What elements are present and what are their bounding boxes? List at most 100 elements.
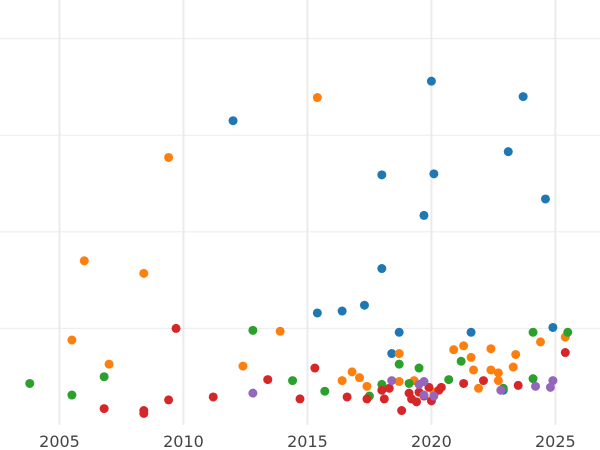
data-point xyxy=(469,365,479,375)
data-point xyxy=(511,349,521,359)
data-point xyxy=(320,386,330,396)
data-point xyxy=(288,376,298,386)
data-point xyxy=(25,378,35,388)
data-point xyxy=(355,373,365,383)
data-point xyxy=(208,392,218,402)
data-point xyxy=(486,365,496,375)
grid-layer xyxy=(0,0,600,425)
data-point xyxy=(545,382,555,392)
data-point xyxy=(397,406,407,416)
data-point xyxy=(164,152,174,162)
data-point xyxy=(474,383,484,393)
data-point xyxy=(362,394,372,404)
data-point xyxy=(394,327,404,337)
data-point xyxy=(248,325,258,335)
data-point xyxy=(414,363,424,373)
data-point xyxy=(540,194,550,204)
data-point xyxy=(394,359,404,369)
series-1 xyxy=(67,93,570,397)
data-point xyxy=(164,395,174,405)
data-point xyxy=(419,390,429,400)
x-tick-label: 2010 xyxy=(163,432,204,450)
data-point xyxy=(248,388,258,398)
data-point xyxy=(394,377,404,387)
data-point xyxy=(238,361,248,371)
data-point xyxy=(312,308,322,318)
data-point xyxy=(513,380,523,390)
data-point xyxy=(419,210,429,220)
x-tick-label: 2005 xyxy=(39,432,80,450)
data-point xyxy=(377,385,387,395)
x-tick-label: 2020 xyxy=(411,432,452,450)
data-point xyxy=(560,348,570,358)
data-point xyxy=(412,397,422,407)
points-layer xyxy=(25,76,573,418)
data-point xyxy=(486,344,496,354)
series-4 xyxy=(248,376,558,401)
data-point xyxy=(535,337,545,347)
data-point xyxy=(531,381,541,391)
data-point xyxy=(263,375,273,385)
data-point xyxy=(342,392,352,402)
data-point xyxy=(347,367,357,377)
data-point xyxy=(171,323,181,333)
data-point xyxy=(104,359,114,369)
x-tick-labels: 2005 2010 2015 2020 2025 xyxy=(39,432,576,450)
data-point xyxy=(493,368,503,378)
data-point xyxy=(563,327,573,337)
data-point xyxy=(456,356,466,366)
data-point xyxy=(228,116,238,126)
data-point xyxy=(496,385,506,395)
data-point xyxy=(528,374,538,384)
data-point xyxy=(337,306,347,316)
data-point xyxy=(79,256,89,266)
data-point xyxy=(362,381,372,391)
x-tick-label: 2025 xyxy=(535,432,576,450)
data-point xyxy=(275,326,285,336)
data-point xyxy=(387,376,397,386)
data-point xyxy=(518,92,528,102)
data-point xyxy=(67,335,77,345)
data-point xyxy=(459,341,469,351)
series-2 xyxy=(25,325,573,401)
data-point xyxy=(139,408,149,418)
data-point xyxy=(493,376,503,386)
series-3 xyxy=(99,323,570,418)
data-point xyxy=(404,378,414,388)
data-point xyxy=(459,378,469,388)
data-point xyxy=(312,93,322,103)
data-point xyxy=(449,345,459,355)
data-point xyxy=(444,375,454,385)
data-point xyxy=(503,147,513,157)
data-point xyxy=(337,376,347,386)
data-point xyxy=(310,363,320,373)
data-point xyxy=(478,376,488,386)
data-point xyxy=(436,382,446,392)
data-point xyxy=(394,349,404,359)
data-point xyxy=(387,349,397,359)
data-point xyxy=(379,394,389,404)
series-0 xyxy=(228,76,558,395)
data-point xyxy=(67,390,77,400)
data-point xyxy=(466,352,476,362)
data-point xyxy=(295,394,305,404)
data-point xyxy=(377,264,387,274)
data-point xyxy=(466,327,476,337)
data-point xyxy=(548,376,558,386)
data-point xyxy=(359,300,369,310)
x-tick-label: 2015 xyxy=(287,432,328,450)
data-point xyxy=(384,383,394,393)
data-point xyxy=(99,372,109,382)
data-point xyxy=(429,169,439,179)
data-point xyxy=(377,170,387,180)
data-point xyxy=(139,268,149,278)
data-point xyxy=(429,391,439,401)
data-point xyxy=(528,327,538,337)
data-point xyxy=(508,362,518,372)
data-point xyxy=(426,76,436,86)
data-point xyxy=(99,404,109,414)
data-point xyxy=(419,377,429,387)
data-point xyxy=(548,322,558,332)
